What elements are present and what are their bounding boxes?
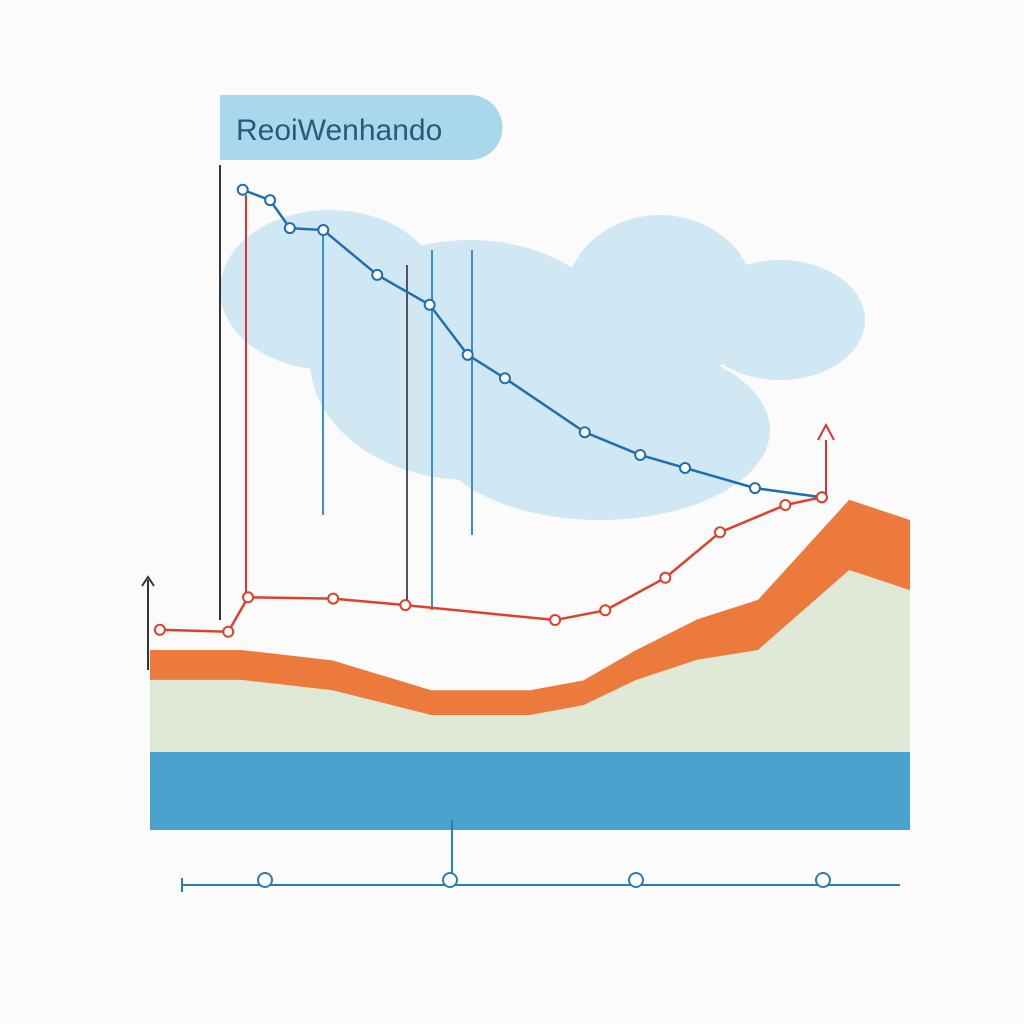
drop-lines [141,165,835,670]
point [578,426,591,439]
point [264,194,277,207]
point [236,183,249,196]
point [779,499,792,511]
point [327,592,340,605]
timeline [181,820,900,892]
point [549,614,562,627]
point [242,591,255,604]
point [634,448,647,461]
point [714,526,726,539]
area-band [150,499,910,715]
cloud [220,210,865,520]
point [283,222,296,235]
plot [150,183,910,830]
area-band [150,570,910,752]
point [222,625,235,638]
point [461,348,474,361]
point [659,571,672,584]
point [371,268,384,281]
point [498,372,511,385]
title: ReoiWenhando [236,114,442,147]
point [317,224,330,237]
point [153,623,166,636]
point [599,604,612,617]
point [679,461,692,474]
point [748,482,761,495]
area-band [150,752,910,830]
point [423,298,436,311]
point [815,491,828,504]
point [399,599,412,612]
title-box: ReoiWenhando [220,95,503,160]
